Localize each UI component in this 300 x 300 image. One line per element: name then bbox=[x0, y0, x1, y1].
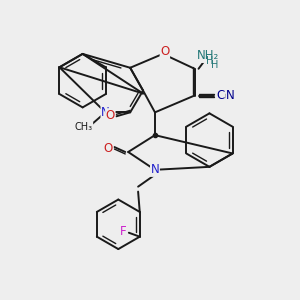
Text: N: N bbox=[151, 163, 159, 176]
Text: O: O bbox=[106, 109, 115, 122]
Text: H: H bbox=[206, 56, 214, 66]
Text: NH₂: NH₂ bbox=[197, 50, 220, 62]
Text: N: N bbox=[226, 89, 235, 102]
Text: O: O bbox=[160, 45, 170, 58]
Text: CH₃: CH₃ bbox=[75, 122, 93, 132]
Text: C: C bbox=[216, 89, 224, 102]
Text: N: N bbox=[101, 106, 110, 119]
Text: F: F bbox=[120, 225, 126, 238]
Text: O: O bbox=[104, 142, 113, 154]
Text: H: H bbox=[212, 60, 219, 70]
